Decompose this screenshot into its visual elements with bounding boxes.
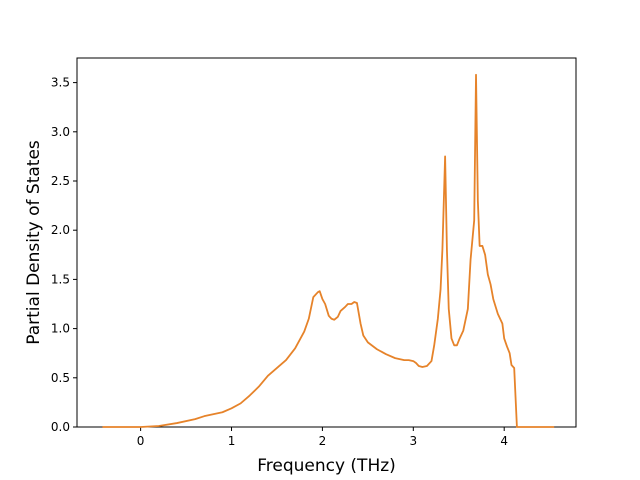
y-tick-label: 1.5: [51, 272, 70, 286]
x-tick-label: 1: [228, 434, 236, 448]
y-tick-label: 3.0: [51, 125, 70, 139]
y-axis-label: Partial Density of States: [24, 140, 44, 345]
x-tick-label: 0: [137, 434, 145, 448]
x-tick-label: 2: [319, 434, 327, 448]
x-axis-label: Frequency (THz): [257, 456, 396, 476]
y-tick-label: 2.0: [51, 223, 70, 237]
y-tick-label: 3.5: [51, 76, 70, 90]
data-line: [102, 73, 555, 428]
axes-frame: [76, 57, 577, 428]
y-tick-label: 2.5: [51, 174, 70, 188]
y-tick-label: 1.0: [51, 322, 70, 336]
y-tick-label: 0.0: [51, 420, 70, 434]
y-tick-label: 0.5: [51, 371, 70, 385]
x-tick-label: 4: [500, 434, 508, 448]
x-tick-label: 3: [409, 434, 417, 448]
